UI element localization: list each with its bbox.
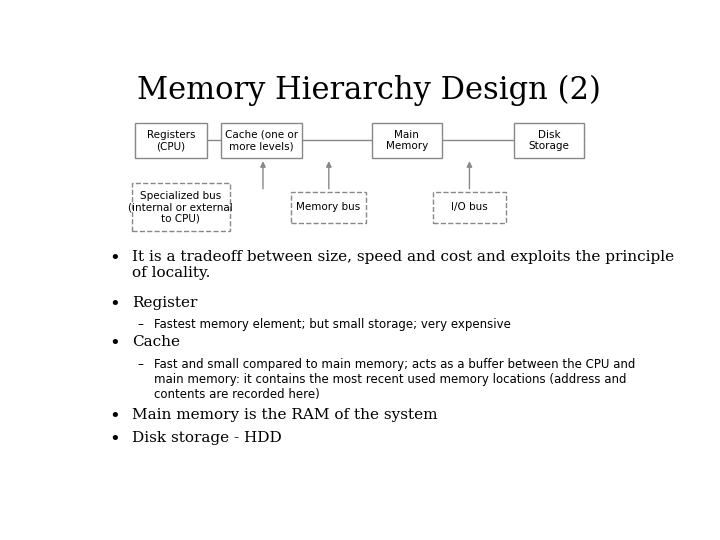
FancyBboxPatch shape	[291, 192, 366, 223]
FancyBboxPatch shape	[514, 123, 584, 158]
Text: Main
Memory: Main Memory	[385, 130, 428, 152]
FancyBboxPatch shape	[433, 192, 505, 223]
Text: •: •	[109, 250, 120, 268]
Text: Fastest memory element; but small storage; very expensive: Fastest memory element; but small storag…	[154, 319, 511, 332]
Text: Memory bus: Memory bus	[297, 202, 361, 212]
Text: –: –	[138, 358, 143, 371]
FancyBboxPatch shape	[372, 123, 441, 158]
Text: –: –	[138, 319, 143, 332]
Text: Cache (one or
more levels): Cache (one or more levels)	[225, 130, 298, 152]
FancyBboxPatch shape	[221, 123, 302, 158]
Text: It is a tradeoff between size, speed and cost and exploits the principle
of loca: It is a tradeoff between size, speed and…	[132, 250, 674, 280]
Text: Disk
Storage: Disk Storage	[528, 130, 570, 152]
Text: Register: Register	[132, 295, 197, 309]
Text: Registers
(CPU): Registers (CPU)	[147, 130, 195, 152]
Text: •: •	[109, 295, 120, 314]
Text: I/O bus: I/O bus	[451, 202, 488, 212]
Text: Fast and small compared to main memory; acts as a buffer between the CPU and
mai: Fast and small compared to main memory; …	[154, 358, 636, 401]
Text: Cache: Cache	[132, 335, 180, 349]
Text: Disk storage - HDD: Disk storage - HDD	[132, 431, 282, 445]
Text: Main memory is the RAM of the system: Main memory is the RAM of the system	[132, 408, 437, 422]
Text: •: •	[109, 335, 120, 353]
Text: Memory Hierarchy Design (2): Memory Hierarchy Design (2)	[137, 75, 601, 106]
Text: •: •	[109, 431, 120, 449]
FancyBboxPatch shape	[132, 183, 230, 231]
FancyBboxPatch shape	[135, 123, 207, 158]
Text: Specialized bus
(internal or external
to CPU): Specialized bus (internal or external to…	[128, 191, 233, 224]
Text: •: •	[109, 408, 120, 426]
